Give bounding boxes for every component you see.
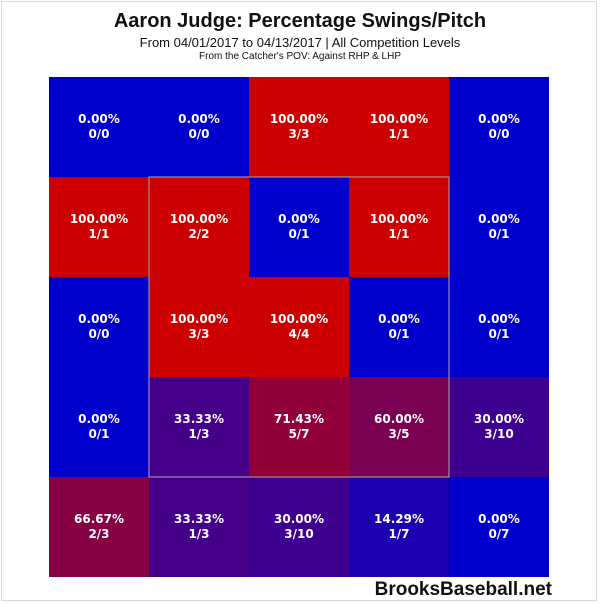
cell-count-label: 0/0 (488, 127, 509, 141)
cell-count-label: 3/10 (484, 427, 513, 441)
cell-count-label: 3/3 (188, 327, 209, 341)
cell-percent-label: 0.00% (78, 312, 120, 326)
heatmap-cell-r4-c4 (349, 377, 449, 477)
heatmap-cell-r1-c2 (149, 77, 249, 177)
heatmap-cell-r2-c1 (49, 177, 149, 277)
cell-count-label: 0/1 (488, 327, 509, 341)
cell-percent-label: 30.00% (274, 512, 324, 526)
cell-percent-label: 33.33% (174, 412, 224, 426)
cell-count-label: 5/7 (288, 427, 309, 441)
cell-count-label: 1/1 (388, 127, 409, 141)
heatmap-cell-r3-c3 (249, 277, 349, 377)
cell-percent-label: 100.00% (170, 212, 228, 226)
heatmap-cell-r3-c5 (449, 277, 549, 377)
cell-percent-label: 33.33% (174, 512, 224, 526)
heatmap-cell-r3-c4 (349, 277, 449, 377)
cell-count-label: 2/2 (188, 227, 209, 241)
cell-percent-label: 60.00% (374, 412, 424, 426)
strike-zone-outline (148, 176, 450, 478)
heatmap-cell-r3-c2 (149, 277, 249, 377)
cell-count-label: 1/7 (388, 527, 409, 541)
heatmap-cell-r2-c5 (449, 177, 549, 277)
cell-percent-label: 0.00% (478, 212, 520, 226)
cell-percent-label: 0.00% (178, 112, 220, 126)
cell-percent-label: 100.00% (370, 212, 428, 226)
cell-count-label: 0/0 (88, 327, 109, 341)
heatmap-cell-r5-c2 (149, 477, 249, 577)
cell-percent-label: 100.00% (370, 112, 428, 126)
cell-count-label: 1/1 (88, 227, 109, 241)
heatmap-cell-r1-c1 (49, 77, 149, 177)
cell-percent-label: 0.00% (278, 212, 320, 226)
cell-count-label: 0/7 (488, 527, 509, 541)
brooksbaseball-watermark: BrooksBaseball.net (374, 579, 552, 600)
cell-count-label: 0/1 (388, 327, 409, 341)
cell-count-label: 2/3 (88, 527, 109, 541)
chart-subtitle: From 04/01/2017 to 04/13/2017 | All Comp… (139, 35, 461, 50)
cell-percent-label: 0.00% (78, 412, 120, 426)
cell-percent-label: 0.00% (78, 112, 120, 126)
cell-count-label: 1/1 (388, 227, 409, 241)
heatmap-cell-r2-c3 (249, 177, 349, 277)
cell-count-label: 0/0 (88, 127, 109, 141)
heatmap-cell-r4-c1 (49, 377, 149, 477)
heatmap-cell-r3-c1 (49, 277, 149, 377)
chart-title: Aaron Judge: Percentage Swings/Pitch (113, 10, 487, 32)
cell-count-label: 1/3 (188, 527, 209, 541)
cell-count-label: 0/1 (288, 227, 309, 241)
cell-percent-label: 100.00% (70, 212, 128, 226)
cell-count-label: 0/1 (88, 427, 109, 441)
cell-count-label: 0/0 (188, 127, 209, 141)
heatmap-cell-r5-c3 (249, 477, 349, 577)
cell-percent-label: 0.00% (478, 512, 520, 526)
cell-percent-label: 71.43% (274, 412, 324, 426)
heatmap-cell-r4-c5 (449, 377, 549, 477)
cell-percent-label: 100.00% (270, 112, 328, 126)
cell-percent-label: 0.00% (478, 312, 520, 326)
cell-percent-label: 14.29% (374, 512, 424, 526)
heatmap-cell-r5-c5 (449, 477, 549, 577)
cell-count-label: 3/5 (388, 427, 409, 441)
heatmap-cell-r4-c3 (249, 377, 349, 477)
heatmap-cell-r5-c4 (349, 477, 449, 577)
cell-count-label: 0/1 (488, 227, 509, 241)
heatmap-cell-r5-c1 (49, 477, 149, 577)
cell-count-label: 1/3 (188, 427, 209, 441)
chart-subtitle-pov: From the Catcher's POV: Against RHP & LH… (199, 51, 401, 62)
cell-percent-label: 100.00% (170, 312, 228, 326)
cell-count-label: 3/10 (284, 527, 313, 541)
cell-percent-label: 0.00% (378, 312, 420, 326)
heatmap-cell-r1-c3 (249, 77, 349, 177)
cell-percent-label: 0.00% (478, 112, 520, 126)
heatmap-cell-r1-c5 (449, 77, 549, 177)
cell-percent-label: 30.00% (474, 412, 524, 426)
heatmap-cell-r4-c2 (149, 377, 249, 477)
cell-count-label: 3/3 (288, 127, 309, 141)
heatmap-cell-r1-c4 (349, 77, 449, 177)
heatmap-cell-r2-c4 (349, 177, 449, 277)
cell-percent-label: 66.67% (74, 512, 124, 526)
cell-percent-label: 100.00% (270, 312, 328, 326)
heatmap-cell-r2-c2 (149, 177, 249, 277)
cell-count-label: 4/4 (288, 327, 309, 341)
